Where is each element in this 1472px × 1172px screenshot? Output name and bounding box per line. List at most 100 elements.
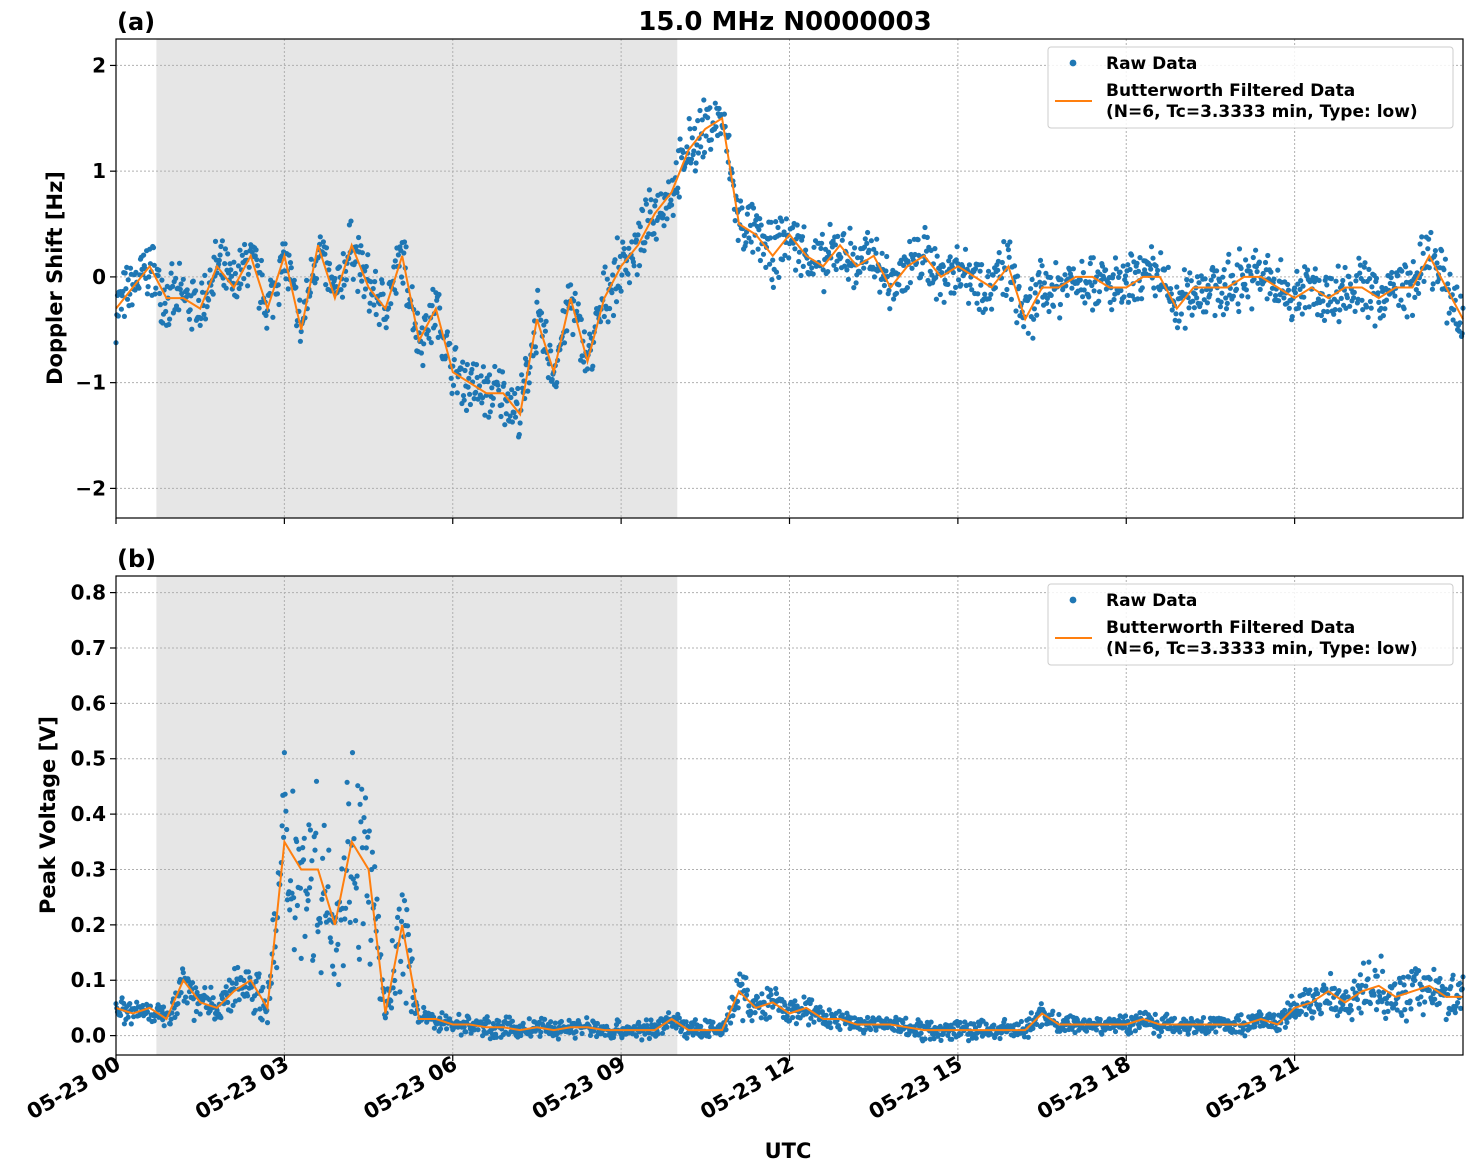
voltage-raw-point — [684, 1035, 690, 1041]
voltage-raw-point — [773, 990, 780, 997]
doppler-raw-point — [1077, 277, 1083, 283]
voltage-y-tick-label: 0.1 — [71, 968, 106, 992]
voltage-raw-point — [1350, 986, 1356, 992]
voltage-raw-point — [1340, 1002, 1346, 1008]
doppler-raw-point — [995, 267, 1001, 273]
doppler-raw-point — [291, 277, 297, 283]
doppler-raw-point — [401, 250, 407, 256]
doppler-raw-point — [609, 290, 615, 296]
voltage-raw-point — [1030, 1025, 1036, 1031]
legend-b-filtered-label-2: (N=6, Tc=3.3333 min, Type: low) — [1106, 639, 1418, 659]
voltage-raw-point — [364, 893, 370, 899]
doppler-raw-point — [1351, 295, 1357, 301]
doppler-raw-point — [1057, 301, 1063, 308]
doppler-raw-point — [770, 257, 776, 263]
voltage-raw-point — [1233, 1029, 1239, 1035]
doppler-raw-point — [490, 395, 496, 401]
doppler-raw-point — [1278, 257, 1284, 263]
voltage-raw-point — [1151, 1030, 1157, 1036]
voltage-raw-point — [762, 1011, 768, 1017]
doppler-raw-point — [748, 239, 754, 245]
doppler-raw-point — [448, 375, 454, 381]
voltage-raw-point — [1213, 1029, 1219, 1035]
voltage-raw-point — [493, 1034, 499, 1040]
doppler-raw-point — [718, 131, 724, 137]
doppler-raw-point — [1199, 288, 1205, 294]
doppler-raw-point — [1031, 316, 1037, 322]
doppler-raw-point — [634, 272, 640, 278]
voltage-raw-point — [801, 994, 807, 1000]
doppler-raw-point — [833, 266, 839, 273]
doppler-raw-point — [691, 148, 697, 154]
voltage-raw-point — [806, 1022, 812, 1028]
voltage-raw-point — [253, 978, 259, 985]
doppler-raw-point — [236, 285, 242, 292]
doppler-raw-point — [1103, 267, 1109, 273]
voltage-raw-point — [698, 1023, 704, 1029]
voltage-raw-point — [579, 1030, 585, 1037]
doppler-raw-series — [113, 97, 1466, 440]
doppler-raw-point — [1275, 267, 1281, 273]
doppler-raw-point — [610, 312, 617, 319]
doppler-raw-point — [204, 304, 210, 310]
voltage-raw-point — [401, 898, 408, 904]
doppler-raw-point — [642, 240, 648, 246]
doppler-raw-point — [1194, 295, 1200, 301]
doppler-raw-point — [454, 390, 460, 396]
doppler-raw-point — [422, 316, 428, 323]
voltage-raw-point — [1403, 1018, 1409, 1024]
doppler-raw-point — [1188, 278, 1194, 284]
doppler-raw-point — [1260, 270, 1266, 277]
voltage-raw-point — [304, 906, 310, 912]
doppler-raw-point — [636, 263, 643, 269]
doppler-raw-point — [1082, 300, 1088, 306]
doppler-raw-point — [1184, 277, 1190, 283]
voltage-raw-point — [1457, 980, 1463, 986]
voltage-raw-point — [355, 783, 361, 789]
voltage-raw-point — [1400, 974, 1406, 980]
doppler-raw-point — [1007, 239, 1013, 245]
voltage-raw-point — [1282, 1007, 1288, 1013]
doppler-raw-point — [155, 273, 161, 279]
doppler-raw-point — [122, 270, 128, 276]
voltage-raw-point — [161, 1023, 167, 1029]
voltage-raw-point — [349, 750, 356, 756]
doppler-raw-point — [1336, 319, 1342, 325]
voltage-raw-point — [1171, 1015, 1178, 1021]
doppler-raw-point — [838, 254, 844, 260]
doppler-raw-point — [701, 149, 708, 156]
doppler-raw-point — [758, 222, 764, 228]
doppler-raw-point — [1090, 255, 1096, 261]
doppler-raw-point — [1401, 306, 1407, 312]
voltage-raw-point — [398, 918, 405, 925]
doppler-raw-point — [1298, 278, 1304, 284]
doppler-raw-point — [1202, 276, 1208, 282]
voltage-raw-point — [256, 971, 262, 977]
voltage-raw-point — [1323, 986, 1329, 992]
doppler-raw-point — [384, 314, 390, 320]
doppler-raw-point — [1027, 294, 1033, 300]
doppler-raw-point — [466, 375, 472, 381]
voltage-raw-point — [1366, 959, 1372, 965]
doppler-raw-point — [578, 316, 584, 322]
voltage-raw-point — [1360, 960, 1367, 966]
voltage-raw-point — [121, 1000, 127, 1007]
voltage-raw-point — [1354, 996, 1360, 1003]
doppler-raw-point — [674, 189, 680, 196]
doppler-raw-point — [485, 379, 491, 385]
voltage-raw-point — [1025, 1034, 1031, 1040]
doppler-raw-point — [350, 276, 356, 282]
doppler-raw-point — [996, 250, 1002, 256]
legend-b-box — [1047, 583, 1454, 666]
doppler-raw-point — [1281, 295, 1287, 301]
doppler-raw-point — [982, 306, 989, 312]
doppler-raw-point — [395, 252, 401, 258]
doppler-raw-point — [757, 257, 764, 264]
doppler-raw-point — [721, 111, 728, 117]
voltage-raw-point — [283, 808, 289, 814]
voltage-raw-point — [363, 845, 369, 851]
doppler-raw-point — [1360, 278, 1367, 284]
doppler-raw-point — [1021, 324, 1027, 330]
doppler-y-tick-label: −1 — [75, 371, 106, 395]
voltage-raw-point — [193, 1008, 199, 1015]
